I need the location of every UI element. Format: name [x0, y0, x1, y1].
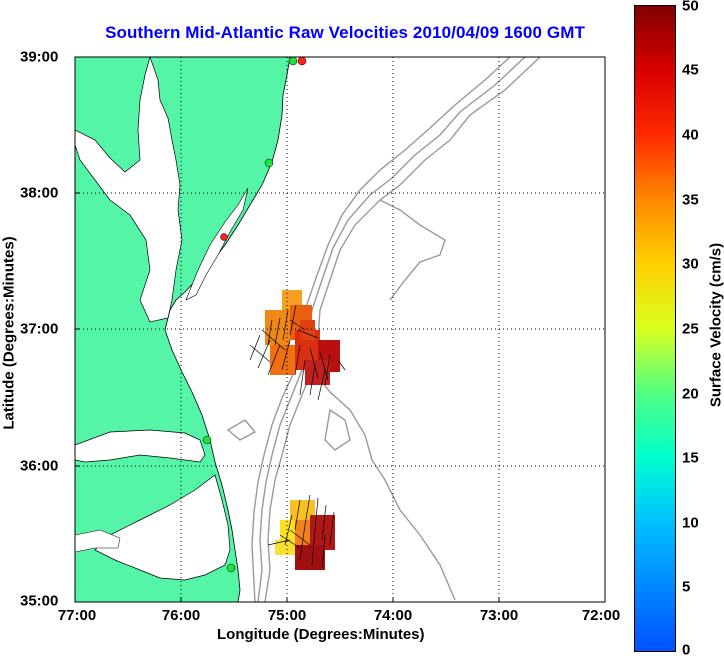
bathymetry-contours	[226, 57, 541, 602]
colorbar-tick: 5	[682, 578, 691, 596]
colorbar-tick: 40	[682, 126, 699, 144]
grid-lines	[75, 57, 605, 602]
colorbar-gradient	[634, 5, 676, 652]
colorbar-label: Surface Velocity (cm/s)	[707, 242, 724, 408]
x-tick-label: 75:00	[267, 607, 307, 624]
x-tick-label: 74:00	[373, 607, 413, 624]
station-marker[interactable]	[288, 57, 298, 66]
station-marker[interactable]	[220, 233, 228, 241]
colorbar-tick: 45	[682, 61, 699, 79]
axis-ticks	[75, 192, 500, 602]
x-tick-label: 77:00	[57, 607, 97, 624]
y-tick-label: 37:00	[20, 320, 59, 338]
y-tick-label: 36:00	[20, 457, 59, 475]
colorbar-tick: 0	[682, 641, 691, 659]
velocity-vectors	[249, 304, 346, 569]
colorbar-tick: 10	[682, 514, 699, 532]
eastern-shore-bay	[185, 187, 249, 301]
y-tick-label: 35:00	[20, 592, 59, 610]
y-tick-label: 39:00	[20, 48, 59, 66]
station-marker[interactable]	[264, 158, 274, 168]
chart-title: Southern Mid-Atlantic Raw Velocities 201…	[105, 23, 585, 42]
colorbar-tick: 35	[682, 191, 699, 209]
x-axis-label: Longitude (Degrees:Minutes)	[217, 626, 425, 643]
station-marker[interactable]	[297, 57, 307, 66]
x-tick-label: 72:00	[581, 607, 621, 624]
station-marker[interactable]	[226, 563, 236, 573]
colorbar-tick: 50	[682, 0, 699, 15]
chesapeake-bay	[75, 57, 183, 323]
colorbar-tick: 15	[682, 449, 699, 467]
x-tick-label: 76:00	[161, 607, 201, 624]
colorbar-tick: 20	[682, 385, 699, 403]
y-axis-label: Latitude (Degrees:Minutes)	[0, 236, 18, 430]
albemarle-sound	[75, 429, 206, 463]
x-tick-label: 73:00	[479, 607, 519, 624]
pamlico-sound	[94, 474, 231, 581]
station-marker[interactable]	[202, 435, 212, 445]
colorbar-tick: 30	[682, 255, 699, 273]
neuse-river	[75, 529, 121, 553]
colorbar	[634, 5, 676, 652]
y-tick-label: 38:00	[20, 184, 59, 202]
colorbar-tick: 25	[682, 320, 699, 338]
velocity-patch-south	[275, 500, 335, 570]
